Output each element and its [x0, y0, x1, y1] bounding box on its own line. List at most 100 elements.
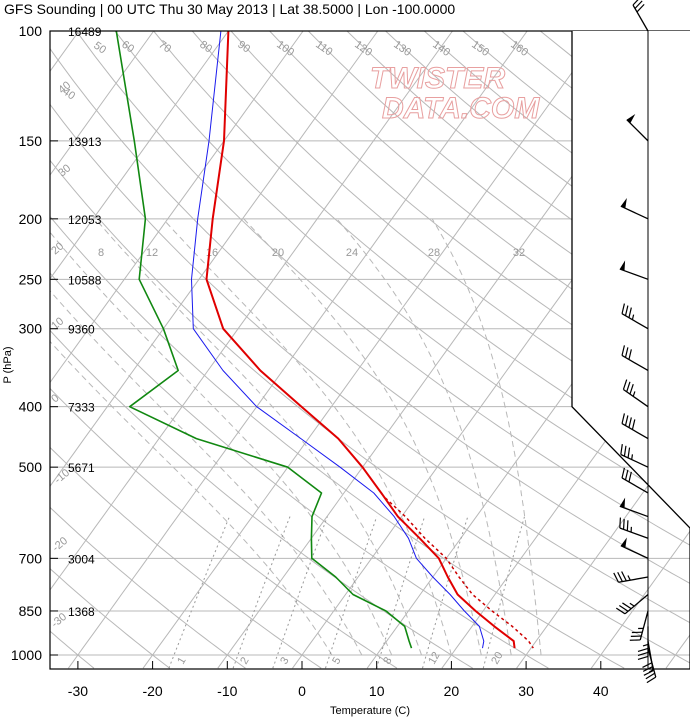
- pressure-tick-label: 500: [19, 459, 43, 475]
- wind-barb-full: [632, 0, 639, 6]
- theta-label: 60: [119, 39, 136, 56]
- pressure-tick-label: 200: [19, 211, 43, 227]
- temperature-tick-label: -30: [68, 683, 88, 699]
- virtual-temperature-line: [384, 497, 534, 649]
- mixing-ratio-label: 5: [330, 655, 343, 666]
- wind-barb-full: [624, 469, 629, 481]
- wind-barb-full: [624, 305, 629, 316]
- wind-barb: [621, 303, 649, 330]
- wind-barb-full: [634, 0, 643, 9]
- moist-adiabat-label: 12: [146, 247, 158, 259]
- y-axis-label: P (hPa): [2, 346, 14, 383]
- wind-barb-full: [637, 647, 649, 653]
- dry-adiabat-line: [50, 329, 473, 669]
- wind-barb-full: [636, 3, 645, 13]
- wind-barb-full: [619, 517, 622, 529]
- wind-barb-shaft: [620, 205, 649, 220]
- isotherm-line: [50, 31, 229, 280]
- height-label: 7333: [68, 401, 95, 415]
- wind-barb-shaft: [620, 545, 649, 559]
- theta-label: 90: [235, 39, 252, 56]
- dry-adiabat-line: [50, 47, 690, 585]
- pressure-tick-label: 150: [19, 133, 43, 149]
- pressure-tick-label: 300: [19, 321, 43, 337]
- height-label: 5671: [68, 461, 95, 475]
- isotherm-label: 30: [56, 162, 73, 179]
- dry-adiabat-line: [50, 387, 398, 669]
- mixing-ratio-line: [422, 516, 469, 669]
- wind-barb-full: [624, 347, 629, 358]
- moist-adiabat-label: 32: [513, 247, 525, 259]
- isotherm-line: [50, 31, 379, 488]
- wind-barb: [621, 345, 649, 372]
- dry-adiabat-line: [191, 31, 690, 437]
- wind-barb-shaft: [624, 594, 649, 615]
- moist-adiabat-label: 24: [346, 247, 358, 259]
- mixing-ratio-line: [376, 516, 426, 669]
- theta-label: 160: [508, 39, 530, 59]
- moist-adiabat-line: [431, 218, 542, 656]
- pressure-tick-label: 100: [19, 23, 43, 39]
- dry-adiabat-line: [50, 506, 246, 669]
- wind-barb-half: [631, 314, 635, 320]
- moist-adiabat-line: [95, 218, 422, 656]
- wind-barb: [615, 594, 649, 615]
- wind-barb: [620, 197, 649, 220]
- isotherm-line: [142, 31, 603, 669]
- wind-barb-full: [643, 670, 654, 676]
- wind-barb-shaft: [621, 313, 649, 330]
- theta-label: 40: [60, 86, 77, 103]
- mixing-ratio-line: [325, 516, 378, 669]
- moist-adiabat-line: [162, 218, 452, 656]
- data-series: [115, 31, 534, 649]
- wind-barb-full: [617, 571, 623, 582]
- theta-label: 110: [313, 39, 334, 59]
- wind-barb-full: [613, 572, 619, 583]
- dry-adiabat-line: [50, 446, 322, 669]
- isotherm-line: [217, 31, 678, 669]
- pressure-tick-label: 400: [19, 399, 43, 415]
- pressure-tick-label: 1000: [11, 647, 42, 663]
- dry-adiabat-line: [50, 567, 171, 669]
- wind-barb-full: [621, 413, 626, 424]
- theta-label: 80: [197, 39, 214, 56]
- wind-barb: [621, 467, 649, 494]
- height-label: 9360: [68, 323, 95, 337]
- wind-barb-full: [637, 655, 649, 661]
- height-label: 1368: [68, 605, 95, 619]
- wind-barb-half: [642, 643, 649, 647]
- wind-barb-flag: [620, 197, 627, 209]
- wind-barb-shaft: [620, 453, 649, 468]
- moist-adiabat-label: 20: [272, 247, 284, 259]
- mixing-ratio-label: 3: [278, 655, 291, 666]
- isotherm-label: 0: [49, 392, 61, 405]
- wind-barb: [619, 497, 649, 518]
- dry-adiabat-line: [230, 31, 690, 402]
- wind-barb-shaft: [621, 354, 649, 372]
- wind-barb-flag: [626, 114, 636, 124]
- wind-barb-half: [629, 602, 635, 607]
- temperature-tick-label: 30: [518, 683, 534, 699]
- moist-adiabat-line: [243, 218, 482, 656]
- wind-barb-shaft: [639, 610, 649, 641]
- wind-barb-half: [632, 391, 636, 397]
- isotherm-line: [292, 115, 690, 669]
- temperature-tick-label: 0: [298, 683, 306, 699]
- wind-barb-shaft: [623, 388, 649, 408]
- wind-barb-full: [646, 676, 657, 684]
- wind-barb-full: [626, 381, 631, 392]
- dry-adiabat-line: [269, 31, 690, 367]
- mixing-ratio-label: 8: [381, 655, 394, 666]
- wind-barb-full: [619, 605, 629, 612]
- pressure-tick-label: 850: [19, 603, 43, 619]
- height-label: 13913: [68, 135, 102, 149]
- wind-barb: [632, 0, 649, 32]
- plot-frame: [49, 30, 690, 670]
- pressure-tick-label: 250: [19, 271, 43, 287]
- wind-barb-flag: [620, 537, 627, 548]
- theta-label: 120: [352, 39, 374, 59]
- wind-barb: [613, 571, 649, 583]
- mixing-ratio-line: [482, 516, 525, 669]
- theta-label: 70: [156, 39, 173, 56]
- moist-adiabat-label: 8: [98, 247, 104, 259]
